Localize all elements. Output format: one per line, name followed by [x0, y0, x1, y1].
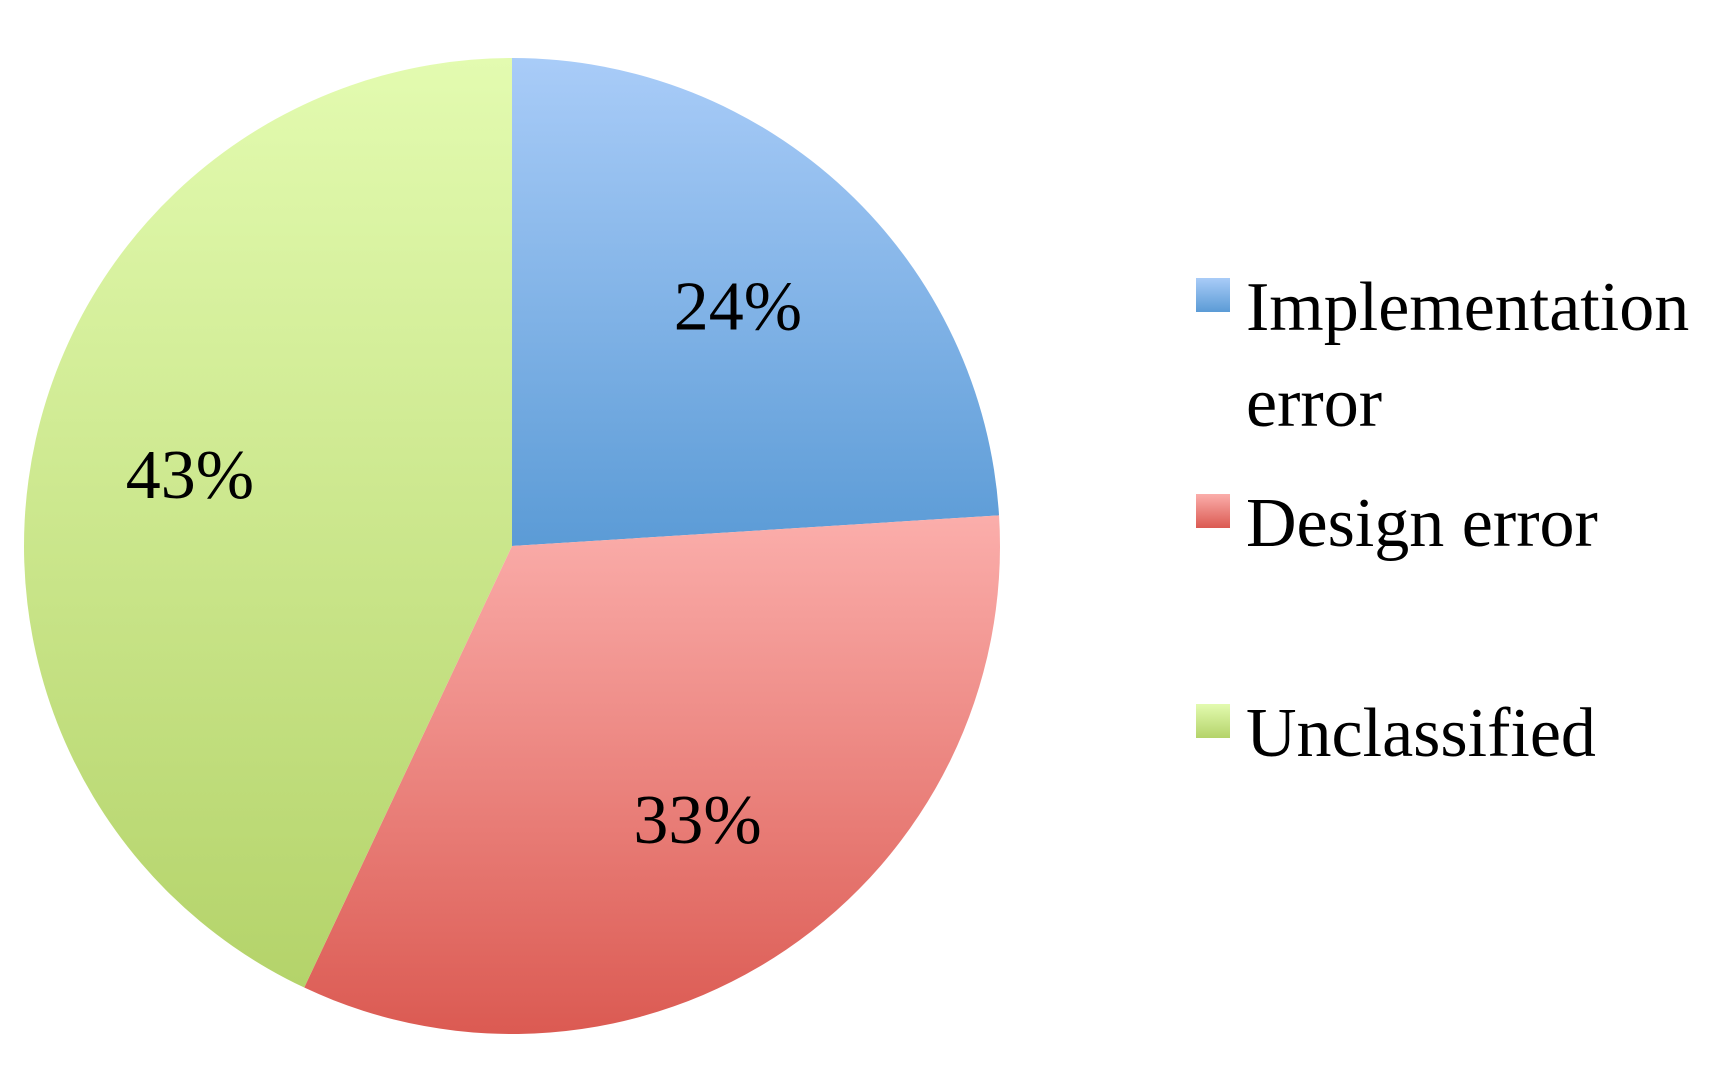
legend-swatch-design-error: [1196, 494, 1230, 528]
legend-label-design-error: Design error: [1246, 485, 1598, 562]
legend-item-implementation-error: Implementation error: [1196, 260, 1706, 452]
pie-slices: [23, 57, 1000, 1034]
pie-slice-unclassified: [23, 57, 513, 988]
legend-item-design-error: Design error: [1196, 476, 1706, 572]
pie-slice-implementation-error: [512, 58, 1000, 546]
slice-label-design-error: 33%: [633, 782, 761, 859]
legend-swatch-implementation-error: [1196, 278, 1230, 312]
legend-label-unclassified: Unclassified: [1246, 695, 1596, 772]
legend-label-implementation-error: Implementation error: [1246, 269, 1690, 442]
slice-label-unclassified: 43%: [126, 437, 254, 514]
pie-slice-labels: 24% 33% 43%: [126, 268, 802, 858]
slice-label-implementation-error: 24%: [674, 268, 802, 345]
pie-slice-design-error: [304, 515, 1000, 1034]
legend-swatch-unclassified: [1196, 704, 1230, 738]
legend-item-unclassified: Unclassified: [1196, 686, 1706, 782]
